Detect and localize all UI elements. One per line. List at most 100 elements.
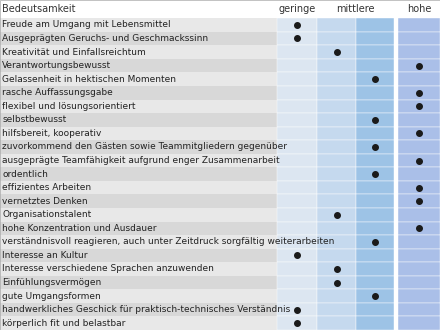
Bar xyxy=(277,45,317,59)
Bar xyxy=(277,140,317,154)
Bar xyxy=(0,18,277,32)
Text: Freude am Umgang mit Lebensmittel: Freude am Umgang mit Lebensmittel xyxy=(2,20,171,29)
Bar xyxy=(356,72,394,86)
Bar xyxy=(0,86,277,100)
Bar xyxy=(0,113,277,127)
Bar xyxy=(0,140,277,154)
Bar xyxy=(0,194,277,208)
Bar xyxy=(277,59,317,72)
Text: rasche Auffassungsgabe: rasche Auffassungsgabe xyxy=(2,88,113,97)
Text: flexibel und lösungsorientiert: flexibel und lösungsorientiert xyxy=(2,102,136,111)
Bar xyxy=(277,181,317,194)
Bar xyxy=(398,208,440,221)
Bar xyxy=(317,221,356,235)
Bar xyxy=(277,86,317,100)
Text: Bedeutsamkeit: Bedeutsamkeit xyxy=(2,4,76,14)
Bar xyxy=(317,276,356,289)
Bar xyxy=(0,154,277,167)
Bar xyxy=(317,181,356,194)
Bar xyxy=(356,181,394,194)
Bar xyxy=(0,303,277,316)
Bar xyxy=(356,167,394,181)
Bar xyxy=(356,86,394,100)
Bar xyxy=(317,289,356,303)
Bar xyxy=(398,59,440,72)
Bar xyxy=(317,194,356,208)
Bar xyxy=(0,0,277,18)
Bar xyxy=(277,32,317,45)
Bar xyxy=(317,32,356,45)
Bar xyxy=(317,235,356,248)
Bar xyxy=(317,45,356,59)
Bar xyxy=(398,262,440,276)
Bar xyxy=(356,262,394,276)
Text: Kreativität und Einfallsreichtum: Kreativität und Einfallsreichtum xyxy=(2,48,146,56)
Bar xyxy=(398,303,440,316)
Bar xyxy=(277,289,317,303)
Text: Interesse verschiedene Sprachen anzuwenden: Interesse verschiedene Sprachen anzuwend… xyxy=(2,264,214,274)
Bar xyxy=(356,276,394,289)
Text: hohe: hohe xyxy=(407,4,431,14)
Bar xyxy=(356,45,394,59)
Bar xyxy=(356,208,394,221)
Bar xyxy=(398,72,440,86)
Text: mittlere: mittlere xyxy=(336,4,374,14)
Text: körperlich fit und belastbar: körperlich fit und belastbar xyxy=(2,319,125,328)
Bar xyxy=(398,113,440,127)
Bar xyxy=(277,316,317,330)
Bar xyxy=(0,72,277,86)
Bar xyxy=(317,140,356,154)
Text: hohe Konzentration und Ausdauer: hohe Konzentration und Ausdauer xyxy=(2,224,157,233)
Bar xyxy=(317,100,356,113)
Bar xyxy=(398,86,440,100)
Bar xyxy=(277,18,317,32)
Text: Gelassenheit in hektischen Momenten: Gelassenheit in hektischen Momenten xyxy=(2,75,176,84)
Text: geringe: geringe xyxy=(279,4,315,14)
Bar xyxy=(277,154,317,167)
Bar xyxy=(0,59,277,72)
Bar xyxy=(398,127,440,140)
Bar xyxy=(356,194,394,208)
Bar xyxy=(317,0,394,18)
Text: effizientes Arbeiten: effizientes Arbeiten xyxy=(2,183,92,192)
Bar xyxy=(317,59,356,72)
Bar xyxy=(277,113,317,127)
Bar xyxy=(317,262,356,276)
Text: vernetztes Denken: vernetztes Denken xyxy=(2,197,88,206)
Bar xyxy=(356,127,394,140)
Bar xyxy=(317,127,356,140)
Text: zuvorkommend den Gästen sowie Teammitgliedern gegenüber: zuvorkommend den Gästen sowie Teammitgli… xyxy=(2,143,287,151)
Bar xyxy=(398,235,440,248)
Bar xyxy=(277,194,317,208)
Text: Interesse an Kultur: Interesse an Kultur xyxy=(2,251,88,260)
Bar xyxy=(0,208,277,221)
Bar xyxy=(317,316,356,330)
Bar xyxy=(0,167,277,181)
Bar xyxy=(277,248,317,262)
Bar xyxy=(398,154,440,167)
Bar xyxy=(398,32,440,45)
Bar xyxy=(277,167,317,181)
Bar xyxy=(0,235,277,248)
Bar xyxy=(277,262,317,276)
Bar xyxy=(398,276,440,289)
Bar xyxy=(317,154,356,167)
Bar xyxy=(317,72,356,86)
Bar xyxy=(356,235,394,248)
Bar xyxy=(356,32,394,45)
Bar xyxy=(398,140,440,154)
Text: gute Umgangsformen: gute Umgangsformen xyxy=(2,292,101,301)
Bar xyxy=(356,100,394,113)
Bar xyxy=(277,127,317,140)
Bar xyxy=(356,113,394,127)
Text: ausgeprägte Teamfähigkeit aufgrund enger Zusammenarbeit: ausgeprägte Teamfähigkeit aufgrund enger… xyxy=(2,156,280,165)
Bar xyxy=(356,59,394,72)
Bar xyxy=(0,262,277,276)
Text: hilfsbereit, kooperativ: hilfsbereit, kooperativ xyxy=(2,129,102,138)
Bar xyxy=(398,248,440,262)
Text: selbstbewusst: selbstbewusst xyxy=(2,115,66,124)
Bar xyxy=(277,72,317,86)
Bar xyxy=(277,100,317,113)
Bar xyxy=(356,221,394,235)
Text: Organisationstalent: Organisationstalent xyxy=(2,210,92,219)
